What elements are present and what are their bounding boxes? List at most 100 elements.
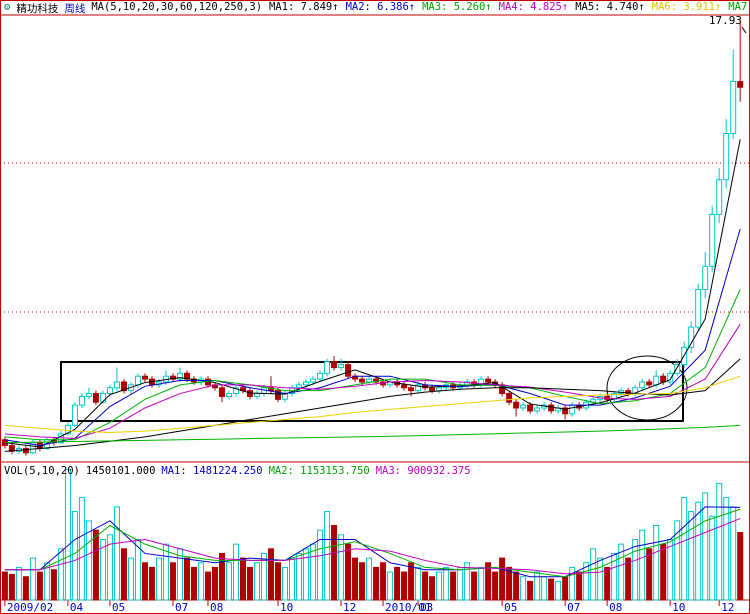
volume-bar xyxy=(310,543,317,601)
candle-body xyxy=(8,445,15,452)
period: 周线 xyxy=(64,3,86,15)
volume-bar xyxy=(359,562,366,601)
volume-bar xyxy=(737,531,744,601)
volume-bar xyxy=(562,576,569,601)
volume-bar xyxy=(134,538,141,601)
candle-body xyxy=(569,404,576,415)
candle-body xyxy=(254,393,261,397)
candle-body xyxy=(688,326,695,348)
ma-legend: MA(5,10,20,30,60,120,250,3) MA1: 7.849↑ MA… xyxy=(91,1,747,16)
candle-body xyxy=(338,364,345,369)
candle-body xyxy=(85,393,92,397)
x-tick-label: 05 xyxy=(112,601,125,614)
ma-line xyxy=(4,375,741,434)
max-price-pointer xyxy=(741,26,747,34)
volume-bar xyxy=(590,548,597,601)
ma-line xyxy=(4,508,741,578)
volume-bar xyxy=(408,562,415,601)
x-tick-label: 04 xyxy=(70,601,84,614)
volume-bar xyxy=(352,557,359,601)
legend-entry: VOL(5,10,20) xyxy=(4,465,80,477)
legend-entry: 1450101.000 xyxy=(85,465,156,477)
volume-bar xyxy=(148,566,155,601)
volume-bar xyxy=(225,562,232,601)
volume-bar xyxy=(660,543,667,601)
volume-bar xyxy=(688,511,695,601)
volume-bar xyxy=(1,571,8,601)
legend-entry: MA1: 1481224.250 xyxy=(161,465,263,477)
legend-entry: MA2: 6.386↑ xyxy=(345,1,416,13)
candle-body xyxy=(527,404,534,412)
x-tick-label: 12 xyxy=(343,601,356,614)
candle-body xyxy=(218,387,225,397)
volume-bar xyxy=(92,529,99,601)
candle-body xyxy=(674,364,681,374)
volume-bar xyxy=(646,548,653,601)
volume-bar xyxy=(99,538,106,601)
volume-bar xyxy=(618,543,625,601)
volume-bar xyxy=(8,573,15,601)
volume-bar xyxy=(345,543,352,601)
candle-body xyxy=(247,390,253,397)
candle-body xyxy=(653,375,660,386)
volume-bar xyxy=(478,566,485,601)
volume-bar xyxy=(625,557,632,601)
volume-bar xyxy=(527,580,534,601)
legend-entry: MA(5,10,20,30,60,120,250,3) xyxy=(91,1,263,13)
candle-body xyxy=(331,361,338,369)
volume-bar xyxy=(695,501,702,601)
volume-bar xyxy=(204,571,211,601)
candle-body xyxy=(695,289,702,328)
volume-bar xyxy=(492,571,499,601)
legend-entry: MA4: 4.825↑ xyxy=(498,1,569,13)
volume-bar xyxy=(218,552,225,601)
x-tick-label: 2009/02 xyxy=(7,601,53,614)
volume-bar xyxy=(29,557,36,601)
candle-body xyxy=(485,378,492,383)
volume-bar xyxy=(576,571,583,601)
volume-bar xyxy=(702,492,709,601)
volume-bar xyxy=(64,469,71,601)
candle-body xyxy=(506,393,513,403)
candle-body xyxy=(225,393,232,397)
volume-bar xyxy=(211,566,218,601)
candle-body xyxy=(296,384,303,389)
volume-bar xyxy=(71,511,78,601)
volume-bar xyxy=(723,497,730,601)
volume-bar xyxy=(268,548,275,601)
volume-bar xyxy=(169,562,176,601)
annotation-box xyxy=(60,361,684,422)
volume-bar xyxy=(190,566,197,601)
volume-bar xyxy=(183,557,190,601)
volume-bar xyxy=(15,566,22,601)
candle-body xyxy=(534,407,541,412)
legend-entry: MA1: 7.849↑ xyxy=(269,1,339,13)
volume-bar xyxy=(162,543,169,601)
volume-bar xyxy=(569,566,576,601)
candle-body xyxy=(667,372,674,383)
candle-body xyxy=(275,390,282,400)
volume-bar xyxy=(303,548,310,601)
volume-bar xyxy=(247,566,253,601)
volume-bar xyxy=(653,525,660,601)
volume-bar xyxy=(106,534,113,601)
volume-bar xyxy=(639,529,646,601)
volume-bar xyxy=(534,571,541,601)
volume-bar xyxy=(317,529,324,601)
candle-body xyxy=(737,80,744,88)
x-tick-label: 10 xyxy=(672,601,685,614)
volume-bar xyxy=(520,576,527,601)
x-tick-label: 03 xyxy=(420,601,433,614)
volume-bar xyxy=(197,562,204,601)
candle-body xyxy=(113,381,120,389)
volume-bar xyxy=(254,562,261,601)
volume-bar xyxy=(667,538,674,601)
x-tick-label: 12 xyxy=(721,601,734,614)
candle-body xyxy=(22,447,29,454)
volume-bar xyxy=(366,557,373,601)
volume-bar xyxy=(716,483,723,601)
volume-bar xyxy=(282,566,289,601)
volume-bar xyxy=(373,566,380,601)
